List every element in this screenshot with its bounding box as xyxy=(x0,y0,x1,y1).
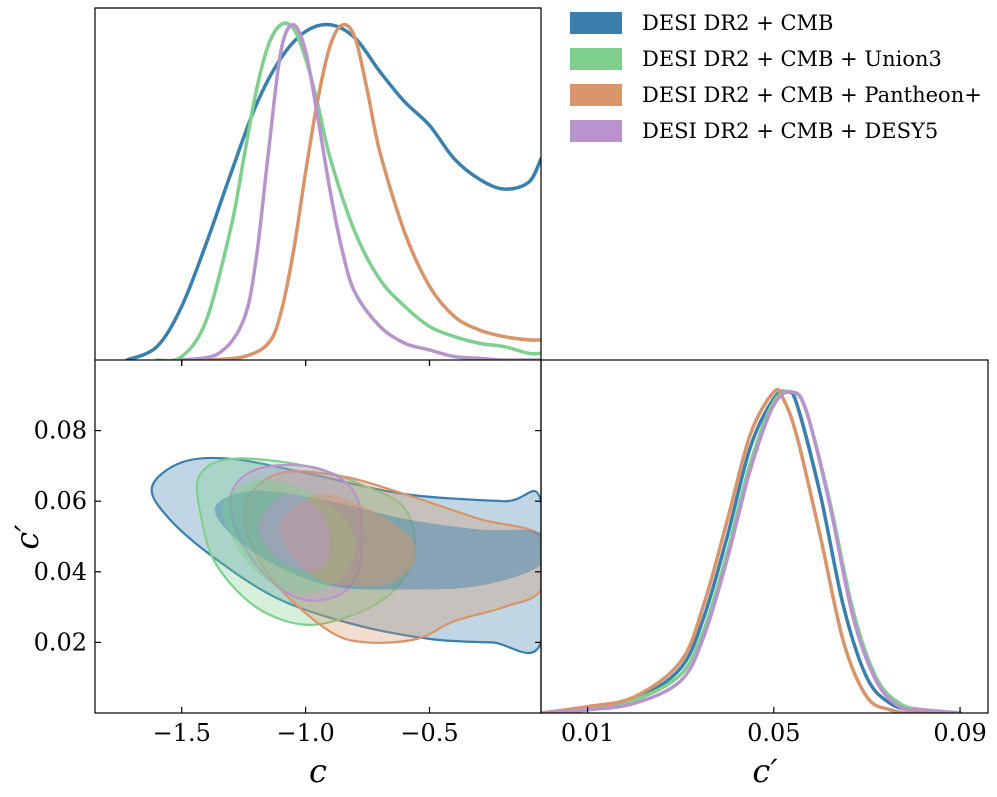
x-tick-label-cprime: 0.01 xyxy=(561,719,614,747)
legend: DESI DR2 + CMB DESI DR2 + CMB + Union3 DES… xyxy=(570,11,982,143)
x-axis-label-c: c xyxy=(309,752,327,790)
legend-label-desi-dr2-cmb: DESI DR2 + CMB xyxy=(642,11,833,35)
x-tick-label-c: −1.5 xyxy=(153,719,211,747)
contour-68-desi-dr2-cmb xyxy=(214,490,541,590)
c-marginal-panel xyxy=(94,7,542,366)
cprime-marginal-frame xyxy=(540,359,989,714)
y-axis-label-cprime: c′ xyxy=(8,524,46,550)
cprime-marginal-panel: 0.01 0.05 0.09 xyxy=(540,359,989,747)
legend-swatch-desi-dr2-cmb xyxy=(570,12,622,34)
x-axis-label-cprime: c′ xyxy=(752,752,778,790)
marginal-c-desi-dr2-cmb xyxy=(125,22,541,360)
marginal-c-desi-dr2-cmb-desy5 xyxy=(179,23,541,360)
legend-label-desi-dr2-cmb-desy5: DESI DR2 + CMB + DESY5 xyxy=(642,119,938,143)
y-tick-label-cprime: 0.08 xyxy=(34,417,87,445)
x-tick-label-c: −0.5 xyxy=(400,719,458,747)
marginal-cprime-desi-dr2-cmb-pantheon xyxy=(541,387,962,713)
legend-label-desi-dr2-cmb-pantheon: DESI DR2 + CMB + Pantheon+ xyxy=(642,83,982,107)
legend-swatch-desi-dr2-cmb-union3 xyxy=(570,48,622,70)
contour-68-desi-dr2-cmb-union3 xyxy=(222,479,356,594)
y-tick-label-cprime: 0.04 xyxy=(34,558,87,586)
legend-swatch-desi-dr2-cmb-desy5 xyxy=(570,120,622,142)
contour-68-desi-dr2-cmb-pantheon xyxy=(279,493,417,587)
x-tick-label-cprime: 0.09 xyxy=(933,719,986,747)
marginal-cprime-desi-dr2-cmb xyxy=(541,389,962,713)
contour-95-desi-dr2-cmb-desy5 xyxy=(229,463,364,602)
y-tick-label-cprime: 0.06 xyxy=(34,487,87,515)
marginal-c-desi-dr2-cmb-pantheon xyxy=(204,22,541,360)
x-tick-label-c: −1.0 xyxy=(276,719,334,747)
marginal-c-desi-dr2-cmb-union3 xyxy=(155,21,541,360)
marginal-cprime-desi-dr2-cmb-union3 xyxy=(541,389,962,713)
legend-label-desi-dr2-cmb-union3: DESI DR2 + CMB + Union3 xyxy=(642,47,942,71)
joint-contour-panel: −1.5 −1.0 −0.5 0.02 0.04 0.06 0.08 xyxy=(34,359,542,747)
legend-swatch-desi-dr2-cmb-pantheon xyxy=(570,84,622,106)
marginal-cprime-desi-dr2-cmb-desy5 xyxy=(541,390,962,713)
y-tick-label-cprime: 0.02 xyxy=(34,628,87,656)
c-marginal-frame xyxy=(94,7,542,360)
x-tick-label-cprime: 0.05 xyxy=(747,719,800,747)
contour-68-desi-dr2-cmb-desy5 xyxy=(258,493,331,573)
